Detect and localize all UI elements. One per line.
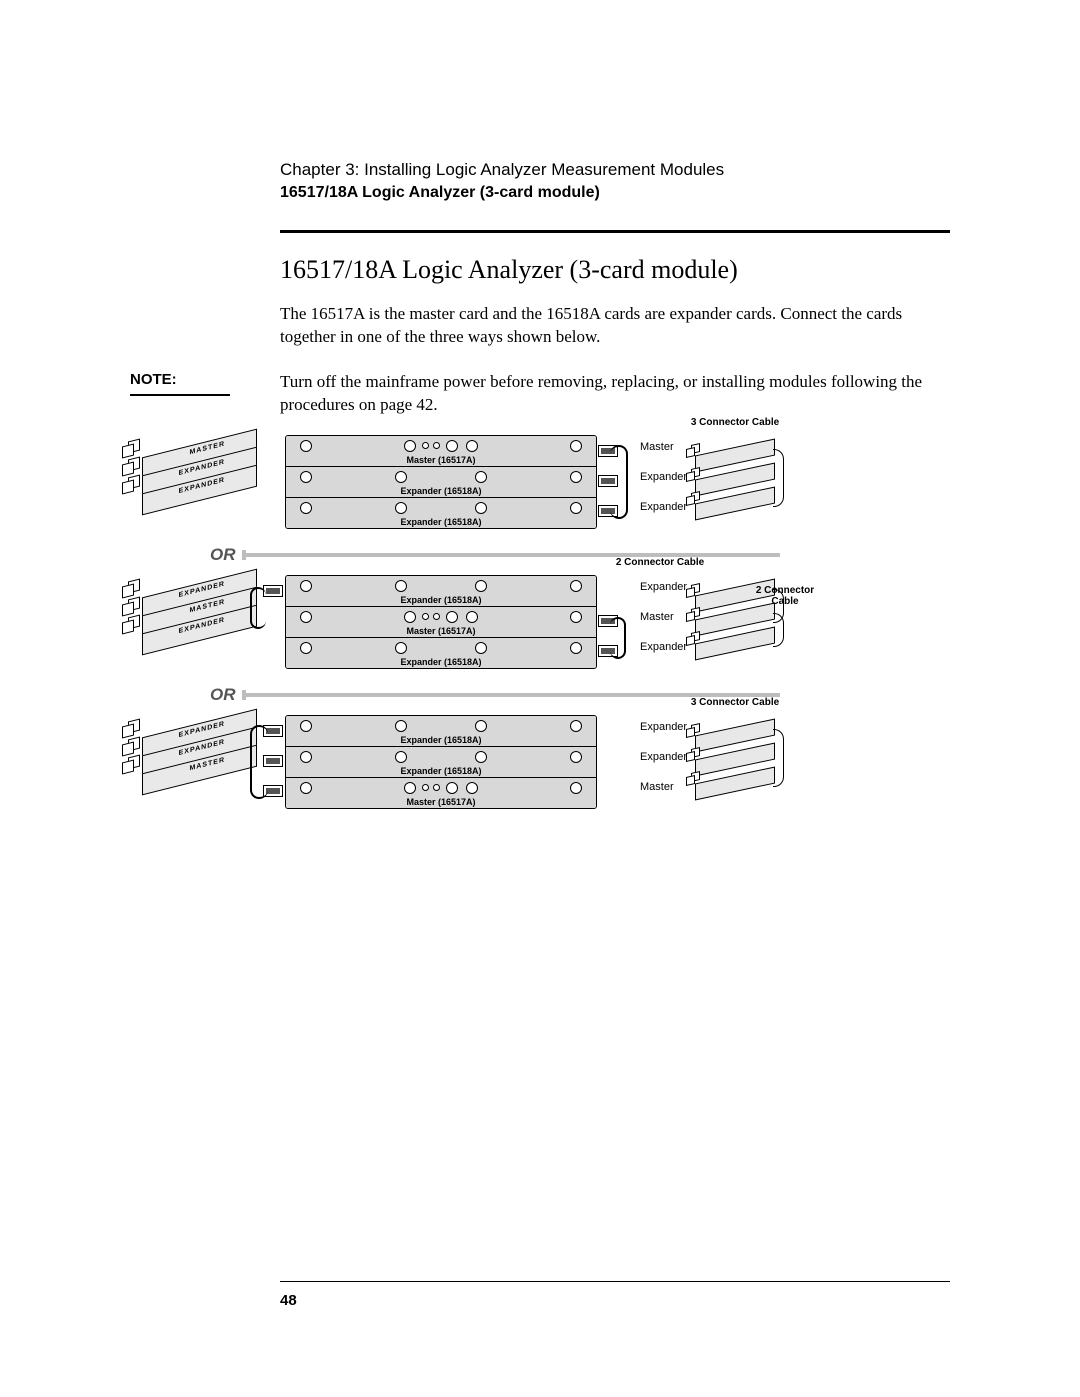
isometric-stack: MASTEREXPANDEREXPANDER [130,443,260,533]
footer-rule [280,1281,950,1282]
role-label: Master [640,611,674,623]
page-number: 48 [280,1292,297,1309]
side-connector [263,585,283,597]
panel-label: Expander (16518A) [286,766,596,776]
panel-row: Expander (16518A) [286,498,596,528]
mini-stack [695,715,785,795]
panel-label: Master (16517A) [286,626,596,636]
panel-group: Master (16517A) Expander (16518A) Expander… [285,435,597,529]
chapter-heading: Chapter 3: Installing Logic Analyzer Mea… [280,160,950,180]
wiring-diagram: MASTEREXPANDEREXPANDERMaster (16517A)Exp… [130,435,950,835]
config-block: EXPANDEREXPANDERMASTERExpander (16518A)E… [130,715,950,825]
panel-row: Master (16517A) [286,778,596,808]
panel-row: Expander (16518A) [286,747,596,778]
isometric-stack: EXPANDERMASTEREXPANDER [130,583,260,673]
panel-group: Expander (16518A) Master (16517A) Expander… [285,575,597,669]
config-block: MASTEREXPANDEREXPANDER Master (16517A) Exp… [130,435,950,545]
section-rule [280,230,950,233]
document-page: Chapter 3: Installing Logic Analyzer Mea… [0,0,1080,1397]
role-label: Master [640,441,674,453]
note-block: NOTE: Turn off the mainframe power befor… [130,371,950,417]
mini-cable [773,449,784,507]
role-label: Expander [640,641,687,653]
panel-label: Master (16517A) [286,797,596,807]
isometric-stack: EXPANDEREXPANDERMASTER [130,723,260,813]
role-label: Expander [640,581,687,593]
intro-paragraph: The 16517A is the master card and the 16… [280,303,940,349]
mini-stack [695,435,785,515]
mini-cable [773,613,784,647]
role-label: Master [640,781,674,793]
cable-caption: 3 Connector Cable [690,417,780,428]
cable-arc [610,617,626,659]
mini-cable [773,729,784,787]
cable-caption: 2 Connector Cable [745,585,825,607]
role-label: Expander [640,721,687,733]
section-title: 16517/18A Logic Analyzer (3-card module) [280,255,950,285]
panel-row: Expander (16518A) [286,576,596,607]
panel-row: Expander (16518A) [286,467,596,498]
cable-caption: 3 Connector Cable [690,697,780,708]
panel-label: Expander (16518A) [286,517,596,527]
role-label: Expander [640,751,687,763]
panel-label: Master (16517A) [286,455,596,465]
panel-label: Expander (16518A) [286,657,596,667]
panel-row: Master (16517A) [286,436,596,467]
config-block: EXPANDERMASTEREXPANDER Expander (16518A) M… [130,575,950,685]
panel-group: Expander (16518A) Expander (16518A) Master… [285,715,597,809]
note-label: NOTE: [130,371,230,396]
panel-row: Expander (16518A) [286,716,596,747]
cable-arc [250,587,266,629]
panel-label: Expander (16518A) [286,735,596,745]
header-subtitle: 16517/18A Logic Analyzer (3-card module) [280,184,950,202]
cable-arc [610,445,628,519]
role-label: Expander [640,501,687,513]
note-text: Turn off the mainframe power before remo… [280,371,950,417]
panel-label: Expander (16518A) [286,595,596,605]
panel-label: Expander (16518A) [286,486,596,496]
or-label: OR [210,685,236,705]
panel-row: Expander (16518A) [286,638,596,668]
cable-arc [250,725,268,799]
or-label: OR [210,545,236,565]
panel-row: Master (16517A) [286,607,596,638]
cable-caption: 2 Connector Cable [615,557,705,568]
role-label: Expander [640,471,687,483]
